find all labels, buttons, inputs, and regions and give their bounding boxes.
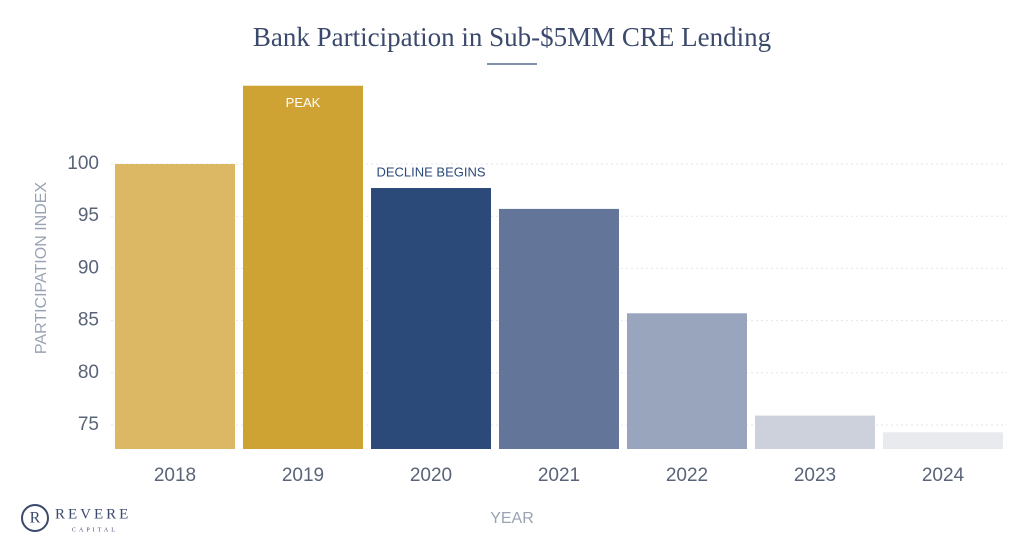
logo-tagline: CAPITAL [72,527,118,533]
bar [627,313,747,449]
y-axis-label: PARTICIPATION INDEX [33,182,50,355]
x-tick-label: 2022 [666,465,708,486]
annotation: DECLINE BEGINS [376,164,485,179]
x-tick-label: 2024 [922,465,965,486]
y-tick-label: 75 [78,414,99,435]
annotation: PEAK [286,95,321,110]
y-tick-label: 80 [78,362,99,383]
bar [755,415,875,449]
x-tick-label: 2020 [410,465,452,486]
bar [883,432,1003,449]
y-tick-label: 100 [67,153,99,174]
x-tick-label: 2018 [154,465,196,486]
logo-name: REVERE [55,506,131,522]
x-tick-label: 2019 [282,465,324,486]
y-tick-label: 95 [78,205,99,226]
bar [371,188,491,450]
y-tick-label: 85 [78,310,99,331]
y-tick-label: 90 [78,257,99,278]
chart-title: Bank Participation in Sub-$5MM CRE Lendi… [253,22,771,52]
x-axis-label: YEAR [490,510,534,527]
logo-mark: R [30,510,41,527]
bar [499,208,619,449]
bar [243,85,363,449]
x-tick-label: 2023 [794,465,836,486]
logo: R REVERE CAPITAL [21,504,131,533]
logo-emblem [21,504,49,532]
x-tick-label: 2021 [538,465,580,486]
bar [115,164,235,449]
